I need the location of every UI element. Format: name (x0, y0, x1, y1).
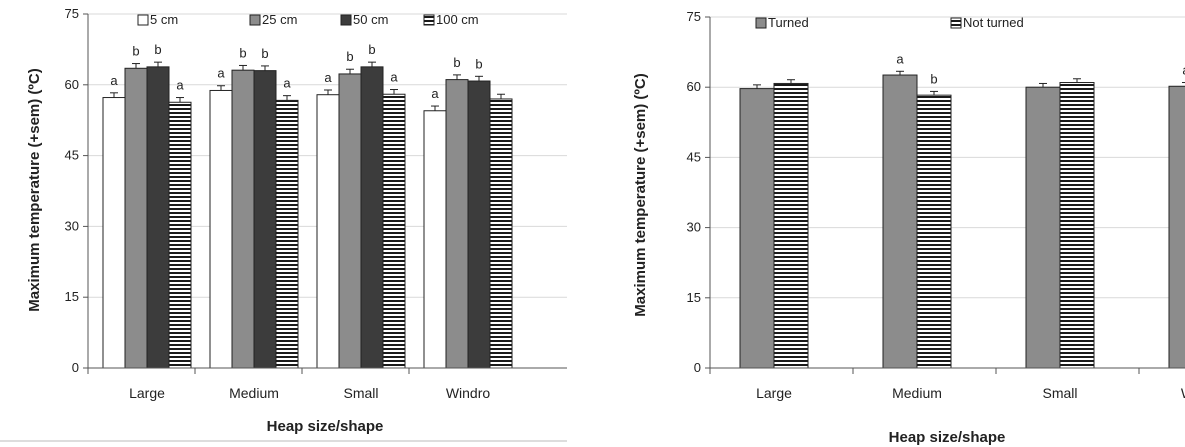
y-tick-label: 75 (687, 9, 701, 24)
significance-letter: b (368, 42, 375, 57)
right-chart-panel: 01530456075LargeabMediumSmallabWindro Ma… (632, 9, 1185, 446)
right-x-axis-title: Heap size/shape (889, 429, 1006, 446)
significance-letter: a (431, 86, 439, 101)
legend-swatch (250, 15, 260, 25)
right-chart-bars (740, 71, 1185, 368)
bar-100-cm-large (169, 102, 191, 368)
significance-letter: b (154, 42, 161, 57)
x-category-label: Large (129, 385, 165, 401)
significance-letter: b (239, 45, 246, 60)
left-y-axis-title: Maximum temperature (+sem) (ºC) (26, 68, 43, 311)
significance-letter: a (110, 73, 118, 88)
x-category-label: Medium (229, 385, 279, 401)
bar-5-cm-large (103, 98, 125, 368)
bar-100-cm-small (383, 94, 405, 368)
bar-turned-windrow (1169, 86, 1185, 368)
bar-100-cm-windrow (490, 99, 512, 368)
legend-swatch (951, 18, 961, 28)
bar-not-turned-large (774, 83, 808, 368)
bar-turned-large (740, 89, 774, 368)
x-category-label: Large (756, 385, 792, 401)
bar-25-cm-medium (232, 70, 254, 368)
legend-swatch (138, 15, 148, 25)
significance-letter: a (283, 76, 291, 91)
legend-label: Not turned (963, 15, 1024, 30)
y-tick-label: 0 (72, 360, 79, 375)
significance-letter: b (453, 55, 460, 70)
right-y-axis-title: Maximum temperature (+sem) (ºC) (632, 73, 649, 316)
left-x-axis-title: Heap size/shape (267, 418, 384, 435)
bar-5-cm-windrow (424, 111, 446, 368)
bar-not-turned-medium (917, 95, 951, 368)
legend-swatch (341, 15, 351, 25)
y-tick-label: 45 (65, 148, 79, 163)
bar-50-cm-large (147, 67, 169, 368)
y-tick-label: 60 (687, 79, 701, 94)
significance-letter: b (346, 49, 353, 64)
legend-swatch (424, 15, 434, 25)
bar-50-cm-small (361, 67, 383, 368)
bar-50-cm-medium (254, 71, 276, 368)
bar-turned-medium (883, 75, 917, 368)
x-category-label: Small (343, 385, 378, 401)
y-tick-label: 75 (65, 6, 79, 21)
bar-50-cm-windrow (468, 81, 490, 368)
significance-letter: a (217, 66, 225, 81)
significance-letter: b (475, 56, 482, 71)
significance-letter: a (324, 70, 332, 85)
legend-label: Turned (768, 15, 809, 30)
y-tick-label: 60 (65, 77, 79, 92)
y-tick-label: 15 (65, 289, 79, 304)
significance-letter: b (261, 46, 268, 61)
y-tick-label: 30 (65, 218, 79, 233)
bar-turned-small (1026, 87, 1060, 368)
y-tick-label: 30 (687, 220, 701, 235)
x-category-label: Medium (892, 385, 942, 401)
y-tick-label: 0 (694, 360, 701, 375)
legend-swatch (756, 18, 766, 28)
x-category-label: Windro (446, 385, 491, 401)
legend-label: 25 cm (262, 12, 297, 27)
x-category-label: Windro (1181, 385, 1185, 401)
bar-not-turned-small (1060, 83, 1094, 368)
bar-25-cm-large (125, 68, 147, 368)
significance-letter: a (176, 78, 184, 93)
legend-label: 100 cm (436, 12, 479, 27)
y-tick-label: 15 (687, 290, 701, 305)
bar-100-cm-medium (276, 100, 298, 368)
bar-5-cm-medium (210, 90, 232, 368)
bar-25-cm-windrow (446, 80, 468, 368)
bar-25-cm-small (339, 74, 361, 368)
legend-label: 5 cm (150, 12, 178, 27)
significance-letter: b (132, 44, 139, 59)
significance-letter: a (896, 51, 904, 66)
x-category-label: Small (1042, 385, 1077, 401)
bar-5-cm-small (317, 95, 339, 368)
y-tick-label: 45 (687, 149, 701, 164)
legend-label: 50 cm (353, 12, 388, 27)
significance-letter: b (930, 71, 937, 86)
significance-letter: a (390, 70, 398, 85)
left-chart-bars (103, 62, 512, 368)
